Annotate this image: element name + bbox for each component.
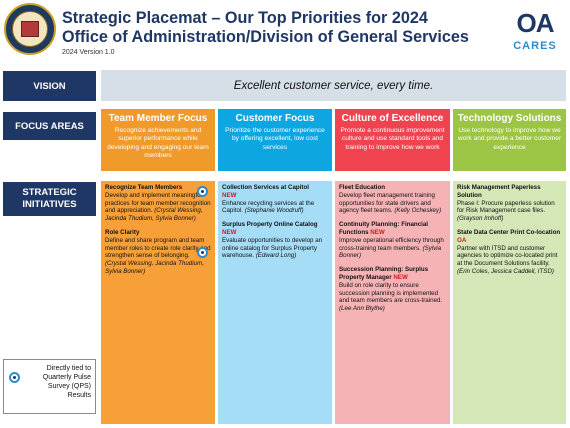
initiative-head-text: Continuity Planning: Financial Functions	[339, 221, 429, 236]
new-badge: NEW	[222, 228, 237, 236]
initiative-owner: (Crystal Wessing, Jacinda Thudium, Sylvi…	[105, 207, 203, 223]
initiative-item: Recognize Team Members Develop and imple…	[105, 184, 211, 223]
initiative-head: Collection Services at Capitol	[222, 184, 309, 191]
title-line-2: Office of Administration/Division of Gen…	[62, 28, 469, 46]
initiatives-culture: Fleet Education Develop fleet management…	[335, 181, 450, 424]
focus-areas-label: FOCUS AREAS	[3, 112, 96, 140]
initiative-item: Risk Management Paperless Solution Phase…	[457, 184, 562, 223]
initiative-text: Develop fleet management training opport…	[339, 191, 435, 215]
focus-text: Recognize achievements and superior perf…	[107, 127, 209, 160]
initiative-owner: (Sylvia Bonner)	[339, 244, 442, 260]
initiative-item: Role Clarity Define and share program an…	[105, 229, 211, 276]
qps-legend-text: Directly tied to Quarterly Pulse Survey …	[42, 365, 91, 399]
qps-survey-icon	[197, 247, 208, 258]
initiative-owner: (Stephanie Woodruff)	[244, 207, 304, 215]
initiative-item: Collection Services at Capitol NEW Enhan…	[222, 184, 328, 215]
initiative-head: State Data Center Print Co-location OA	[457, 229, 562, 245]
focus-title: Technology Solutions	[457, 113, 562, 124]
initiative-text: Improve operational efficiency through c…	[339, 236, 444, 252]
new-badge: NEW	[370, 228, 385, 236]
initiative-item: Continuity Planning: Financial Functions…	[339, 221, 446, 260]
initiative-head-text: Succession Planning: Surplus Property Ma…	[339, 266, 429, 281]
oa-logo-letters: OA	[516, 8, 555, 38]
seal-shield	[21, 21, 39, 37]
initiative-owner: (Kelly Ocheskey)	[394, 207, 442, 215]
initiative-head: Succession Planning: Surplus Property Ma…	[339, 266, 446, 282]
initiative-text: Partner with ITSD and customer agencies …	[457, 244, 558, 268]
state-seal-icon	[4, 3, 56, 55]
new-badge: NEW	[222, 191, 237, 199]
focus-customer: Customer Focus Prioritize the customer e…	[218, 109, 332, 171]
initiative-head: Risk Management Paperless Solution	[457, 184, 541, 199]
version-label: 2024 Version 1.0	[62, 49, 115, 56]
initiative-text: Build on role clarity to ensure successi…	[339, 281, 443, 305]
page-title: Strategic Placemat – Our Top Priorities …	[62, 9, 492, 47]
strategic-label-line-1: STRATEGIC	[22, 187, 77, 198]
new-badge: NEW	[393, 273, 408, 281]
oa-logo-cares: CARES	[513, 40, 557, 52]
qps-survey-icon	[9, 372, 20, 383]
initiative-owner: (Grayson Imhoff)	[457, 215, 504, 223]
vision-label: VISION	[3, 71, 96, 101]
oa-badge: OA	[457, 236, 467, 244]
initiative-text: Phase I: Procure paperless solution for …	[457, 199, 555, 215]
initiative-owner: (Erin Coles, Jessica Caddell, ITSD)	[457, 267, 554, 275]
initiative-text: Evaluate opportunities to develop an onl…	[222, 236, 323, 260]
initiative-head: Fleet Education	[339, 184, 386, 191]
focus-culture: Culture of Excellence Promote a continuo…	[335, 109, 450, 171]
initiative-item: Surplus Property Online Catalog NEW Eval…	[222, 221, 328, 260]
initiative-item: Fleet Education Develop fleet management…	[339, 184, 446, 215]
focus-technology: Technology Solutions Use technology to i…	[453, 109, 566, 171]
initiative-item: Succession Planning: Surplus Property Ma…	[339, 266, 446, 313]
focus-team-member: Team Member Focus Recognize achievements…	[101, 109, 215, 171]
focus-text: Prioritize the customer experience by of…	[225, 127, 325, 151]
initiative-head-text: State Data Center Print Co-location	[457, 228, 561, 236]
initiative-head: Role Clarity	[105, 228, 140, 236]
initiative-text: Enhance recycling services at the Capito…	[222, 199, 315, 215]
title-line-1: Strategic Placemat – Our Top Priorities …	[62, 9, 428, 27]
initiative-owner: (Edward Long)	[255, 252, 297, 260]
initiative-owner: (Lee Ann Blythe)	[339, 305, 385, 313]
strategic-initiatives-label: STRATEGIC INITIATIVES	[3, 182, 96, 216]
initiatives-team: Recognize Team Members Develop and imple…	[101, 181, 215, 424]
oa-cares-logo: OA CARES	[505, 8, 565, 60]
initiative-item: State Data Center Print Co-location OA P…	[457, 229, 562, 276]
focus-title: Team Member Focus	[108, 113, 208, 124]
initiative-head: Continuity Planning: Financial Functions…	[339, 221, 446, 237]
initiatives-customer: Collection Services at Capitol NEW Enhan…	[218, 181, 332, 424]
qps-survey-icon	[197, 186, 208, 197]
initiative-head: Recognize Team Members	[105, 184, 183, 191]
focus-title: Customer Focus	[235, 113, 315, 124]
focus-text: Use technology to improve how we work an…	[457, 127, 562, 151]
seal-inner	[12, 11, 48, 47]
qps-legend: Directly tied to Quarterly Pulse Survey …	[3, 359, 96, 414]
focus-text: Promote a continuous improvement culture…	[340, 127, 445, 151]
initiative-owner: (Crystal Wessing, Jacinda Thudium, Sylvi…	[105, 260, 204, 275]
focus-title: Culture of Excellence	[341, 113, 444, 124]
vision-statement: Excellent customer service, every time.	[101, 70, 566, 101]
initiatives-technology: Risk Management Paperless Solution Phase…	[453, 181, 566, 424]
initiative-text: Develop and implement meaningful practic…	[105, 191, 211, 215]
strategic-label-line-2: INITIATIVES	[22, 199, 77, 210]
initiative-head: Surplus Property Online Catalog	[222, 221, 318, 229]
initiative-text: Define and share program and team member…	[105, 236, 211, 260]
